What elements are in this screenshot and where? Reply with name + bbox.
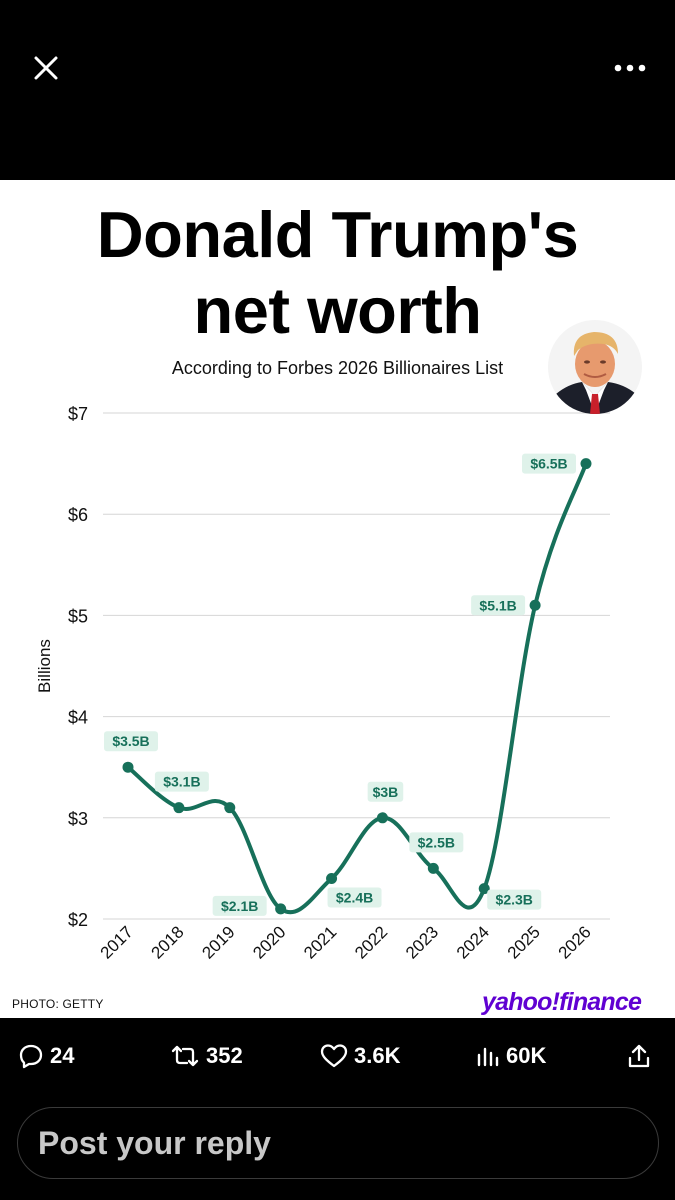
photo-credit: PHOTO: GETTY <box>12 997 104 1011</box>
data-point <box>122 761 134 773</box>
reply-input[interactable] <box>38 1124 658 1162</box>
data-label: $5.1B <box>479 597 516 613</box>
data-point <box>580 458 592 470</box>
repost-icon <box>171 1045 199 1067</box>
x-tick-label: 2025 <box>504 922 544 962</box>
yahoo-finance-logo: yahoo!finance <box>482 988 642 1016</box>
more-options-button[interactable] <box>606 48 654 88</box>
data-label-bg <box>367 781 404 802</box>
data-point <box>326 873 338 885</box>
x-tick-label: 2021 <box>300 922 340 962</box>
data-label-bg <box>212 895 267 916</box>
x-tick-label: 2017 <box>97 922 137 962</box>
data-point <box>529 599 541 611</box>
x-tick-label: 2018 <box>148 922 188 962</box>
chart-subtitle: According to Forbes 2026 Billionaires Li… <box>171 358 504 378</box>
x-tick-label: 2024 <box>453 922 493 962</box>
data-point <box>478 883 490 895</box>
data-label-bg <box>471 595 526 616</box>
data-label-bg <box>522 453 576 474</box>
data-label-bg <box>104 731 158 752</box>
data-point <box>275 903 287 915</box>
data-label: $2.3B <box>496 892 533 908</box>
x-tick-label: 2019 <box>198 922 238 962</box>
share-action[interactable] <box>626 1040 652 1072</box>
repost-count: 352 <box>206 1043 243 1068</box>
post-actions-bar: 24 352 3.6K 60K <box>0 1030 675 1082</box>
data-label-bg <box>154 771 209 792</box>
x-tick-label: 2026 <box>555 922 595 962</box>
portrait-image <box>548 320 642 414</box>
data-point <box>224 802 236 814</box>
series-line <box>126 462 588 915</box>
y-tick-label: $2 <box>68 910 88 930</box>
like-action[interactable]: 3.6K <box>320 1040 400 1072</box>
data-label: $2.5B <box>418 834 455 850</box>
reply-icon <box>19 1044 43 1069</box>
like-count: 3.6K <box>354 1043 401 1068</box>
views-action[interactable]: 60K <box>476 1040 546 1072</box>
y-tick-label: $5 <box>68 606 88 626</box>
close-button[interactable] <box>26 48 66 88</box>
data-label-bg <box>487 889 542 910</box>
reply-composer[interactable] <box>17 1107 659 1179</box>
data-label-bg <box>409 832 464 853</box>
net-worth-line-chart: $2 $3 $4 $5 $6 $7 Billions 2017 2018 2019 2020 2021… <box>35 404 610 963</box>
reply-count: 24 <box>50 1043 75 1068</box>
repost-action[interactable]: 352 <box>170 1040 243 1072</box>
y-axis-label: Billions <box>35 639 54 693</box>
reply-action[interactable]: 24 <box>18 1040 74 1072</box>
share-icon <box>628 1044 650 1068</box>
data-point <box>427 862 439 874</box>
y-tick-label: $7 <box>68 404 88 424</box>
data-point <box>376 812 388 824</box>
data-label: $6.5B <box>530 456 567 472</box>
data-label: $3.1B <box>163 774 200 790</box>
view-count: 60K <box>506 1043 547 1068</box>
chart-title: Donald Trump's net worth <box>96 198 579 347</box>
x-tick-label: 2022 <box>351 922 391 962</box>
top-bar <box>0 0 675 180</box>
data-label: $3.5B <box>112 733 149 749</box>
x-tick-label: 2023 <box>402 922 442 962</box>
media-image-card[interactable]: Donald Trump's net worth According to Fo… <box>0 180 675 1018</box>
data-point <box>173 802 185 814</box>
views-chart-icon <box>477 1047 499 1067</box>
trump-portrait-avatar <box>548 320 642 414</box>
y-tick-label: $6 <box>68 505 88 525</box>
y-tick-label: $3 <box>68 809 88 829</box>
data-label: $3B <box>373 784 399 800</box>
close-icon <box>34 56 58 80</box>
more-horizontal-icon <box>614 64 646 72</box>
heart-icon <box>320 1044 348 1068</box>
data-label-bg <box>327 887 382 908</box>
x-tick-label: 2020 <box>249 922 289 962</box>
data-label: $2.4B <box>336 890 373 906</box>
y-tick-label: $4 <box>68 708 88 728</box>
data-label: $2.1B <box>221 898 258 914</box>
